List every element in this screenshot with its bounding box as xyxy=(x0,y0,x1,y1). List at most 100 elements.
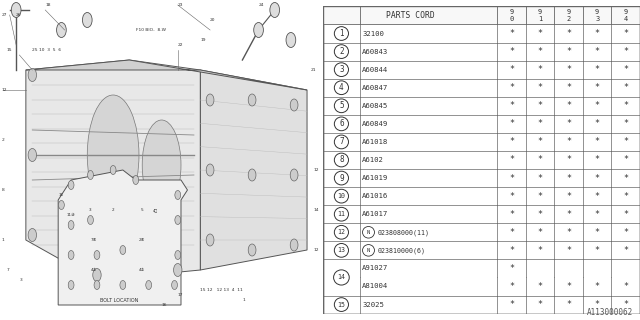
Circle shape xyxy=(248,169,256,181)
Circle shape xyxy=(270,3,280,18)
Text: *: * xyxy=(566,246,572,255)
Text: *: * xyxy=(538,119,543,128)
Text: *: * xyxy=(509,101,514,110)
Text: 22: 22 xyxy=(178,43,183,47)
Polygon shape xyxy=(26,60,200,280)
Circle shape xyxy=(83,12,92,28)
Text: 8: 8 xyxy=(2,188,4,192)
Text: 9: 9 xyxy=(595,9,599,15)
Circle shape xyxy=(175,190,180,199)
Text: BOLT LOCATION: BOLT LOCATION xyxy=(100,298,139,302)
Circle shape xyxy=(28,228,36,242)
Text: *: * xyxy=(509,29,514,38)
Circle shape xyxy=(206,234,214,246)
Text: 14: 14 xyxy=(314,208,319,212)
Text: 7: 7 xyxy=(339,137,344,147)
Text: 18: 18 xyxy=(45,3,51,7)
Text: *: * xyxy=(595,192,600,201)
Text: 4⑤: 4⑤ xyxy=(91,268,97,272)
Text: *: * xyxy=(623,192,628,201)
Text: 6: 6 xyxy=(339,119,344,128)
Circle shape xyxy=(58,201,64,210)
Circle shape xyxy=(28,148,36,162)
Text: *: * xyxy=(595,246,600,255)
Circle shape xyxy=(253,22,264,37)
Text: *: * xyxy=(595,83,600,92)
Circle shape xyxy=(206,164,214,176)
Circle shape xyxy=(146,281,152,290)
Text: *: * xyxy=(566,173,572,183)
Text: 16: 16 xyxy=(161,303,167,307)
Text: 7: 7 xyxy=(6,268,9,272)
Text: PARTS CORD: PARTS CORD xyxy=(386,11,435,20)
Text: *: * xyxy=(538,210,543,219)
Circle shape xyxy=(172,281,177,290)
Text: 5: 5 xyxy=(339,101,344,110)
Text: *: * xyxy=(538,228,543,237)
Text: *: * xyxy=(538,156,543,164)
Text: *: * xyxy=(509,83,514,92)
Text: *: * xyxy=(566,65,572,74)
Text: *: * xyxy=(595,137,600,147)
Text: 24: 24 xyxy=(259,3,264,7)
Text: A81004: A81004 xyxy=(362,284,388,290)
Bar xyxy=(323,6,640,24)
Text: 4⓪: 4⓪ xyxy=(152,208,157,212)
Circle shape xyxy=(94,281,100,290)
Text: *: * xyxy=(566,156,572,164)
Text: 17: 17 xyxy=(178,293,183,297)
Text: *: * xyxy=(509,210,514,219)
Text: *: * xyxy=(595,156,600,164)
Text: *: * xyxy=(566,119,572,128)
Text: A61018: A61018 xyxy=(362,139,388,145)
Circle shape xyxy=(94,251,100,260)
Text: 25 10  3  5  6: 25 10 3 5 6 xyxy=(32,48,61,52)
Text: 8: 8 xyxy=(339,156,344,164)
Text: *: * xyxy=(623,137,628,147)
Text: 23: 23 xyxy=(178,3,183,7)
Text: *: * xyxy=(509,173,514,183)
Text: 11⑩: 11⑩ xyxy=(67,213,76,217)
Text: *: * xyxy=(538,83,543,92)
Text: *: * xyxy=(623,101,628,110)
Circle shape xyxy=(290,99,298,111)
Text: *: * xyxy=(538,246,543,255)
Text: A61017: A61017 xyxy=(362,211,388,217)
Text: *: * xyxy=(623,300,628,309)
Text: *: * xyxy=(623,119,628,128)
Text: 15: 15 xyxy=(6,48,12,52)
Text: *: * xyxy=(509,300,514,309)
Text: 1: 1 xyxy=(2,238,4,242)
Text: *: * xyxy=(566,210,572,219)
Text: *: * xyxy=(566,282,572,291)
Text: 3: 3 xyxy=(19,278,22,282)
Polygon shape xyxy=(58,170,188,305)
Circle shape xyxy=(93,268,101,282)
Text: *: * xyxy=(538,65,543,74)
Text: *: * xyxy=(566,47,572,56)
Text: 3: 3 xyxy=(89,208,92,212)
Text: 3: 3 xyxy=(339,65,344,74)
Text: 4: 4 xyxy=(339,83,344,92)
Text: *: * xyxy=(595,228,600,237)
Circle shape xyxy=(286,33,296,47)
Circle shape xyxy=(68,281,74,290)
Text: *: * xyxy=(595,282,600,291)
Text: *: * xyxy=(509,192,514,201)
Text: *: * xyxy=(595,47,600,56)
Text: 023810000(6): 023810000(6) xyxy=(378,247,426,254)
Text: A61019: A61019 xyxy=(362,175,388,181)
Text: 27: 27 xyxy=(2,13,7,17)
Text: 12: 12 xyxy=(314,248,319,252)
Text: 9: 9 xyxy=(623,9,628,15)
Text: 11: 11 xyxy=(337,211,346,217)
Circle shape xyxy=(290,239,298,251)
Text: 1: 1 xyxy=(538,16,542,22)
Text: *: * xyxy=(623,173,628,183)
Text: *: * xyxy=(538,137,543,147)
Text: *: * xyxy=(538,29,543,38)
Text: *: * xyxy=(509,137,514,147)
Text: 9: 9 xyxy=(566,9,571,15)
Text: *: * xyxy=(509,282,514,291)
Text: *: * xyxy=(538,282,543,291)
